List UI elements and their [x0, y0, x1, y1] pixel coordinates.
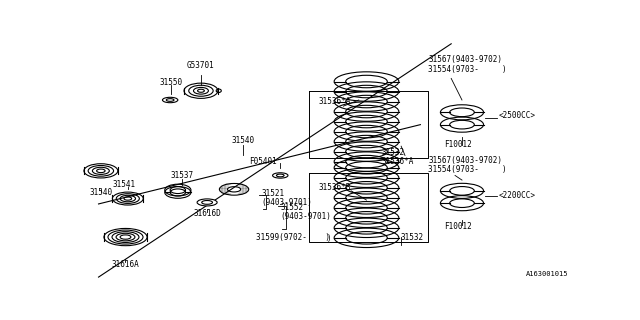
Text: G53701: G53701 [187, 61, 215, 70]
Text: 31550: 31550 [159, 78, 182, 87]
Ellipse shape [197, 199, 217, 206]
Text: 31552: 31552 [280, 203, 303, 212]
Text: 31540: 31540 [90, 188, 113, 197]
Text: 31599(9702-    ): 31599(9702- ) [257, 233, 330, 242]
Text: (9403-9701): (9403-9701) [261, 198, 312, 207]
Ellipse shape [163, 97, 178, 103]
Text: (9403-9701): (9403-9701) [280, 212, 331, 221]
Text: F10012: F10012 [444, 222, 472, 231]
Text: 31616A: 31616A [111, 260, 140, 269]
Text: 31554(9703-     ): 31554(9703- ) [428, 165, 507, 174]
Text: 31536*A: 31536*A [319, 97, 351, 106]
Ellipse shape [170, 189, 186, 196]
Text: 31554(9703-     ): 31554(9703- ) [428, 65, 507, 74]
Text: 31532: 31532 [401, 233, 424, 242]
Text: 31541: 31541 [113, 180, 136, 189]
Text: ): ) [326, 234, 331, 243]
Text: 31536*B: 31536*B [319, 183, 351, 192]
Text: 31540: 31540 [232, 136, 255, 145]
Ellipse shape [166, 99, 174, 101]
Ellipse shape [276, 174, 284, 177]
Text: 31567(9403-9702): 31567(9403-9702) [428, 55, 502, 64]
Text: F10012: F10012 [444, 140, 472, 149]
Ellipse shape [164, 187, 191, 198]
Text: F05401: F05401 [250, 157, 277, 166]
Ellipse shape [273, 173, 288, 178]
Text: A163001015: A163001015 [525, 271, 568, 277]
Text: <2200CC>: <2200CC> [499, 191, 536, 200]
Ellipse shape [202, 201, 212, 204]
Text: <2500CC>: <2500CC> [499, 111, 536, 120]
Text: 31536*A: 31536*A [382, 157, 414, 166]
Text: 31537: 31537 [170, 171, 193, 180]
Text: 31567(9403-9702): 31567(9403-9702) [428, 156, 502, 164]
Text: 31532: 31532 [382, 148, 405, 157]
Text: 31521: 31521 [261, 189, 284, 198]
Text: 31616D: 31616D [193, 210, 221, 219]
